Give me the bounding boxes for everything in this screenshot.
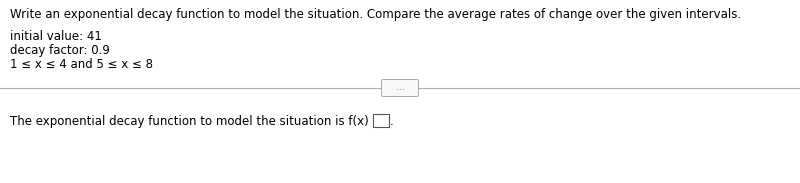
FancyBboxPatch shape (373, 114, 389, 127)
FancyBboxPatch shape (382, 79, 418, 96)
Text: Write an exponential decay function to model the situation. Compare the average : Write an exponential decay function to m… (10, 8, 741, 21)
Text: decay factor: 0.9: decay factor: 0.9 (10, 44, 110, 57)
Text: The exponential decay function to model the situation is f(x) =: The exponential decay function to model … (10, 115, 386, 128)
Text: .: . (390, 115, 394, 128)
Text: ...: ... (396, 83, 404, 92)
Text: initial value: 41: initial value: 41 (10, 30, 102, 43)
Text: 1 ≤ x ≤ 4 and 5 ≤ x ≤ 8: 1 ≤ x ≤ 4 and 5 ≤ x ≤ 8 (10, 58, 153, 71)
